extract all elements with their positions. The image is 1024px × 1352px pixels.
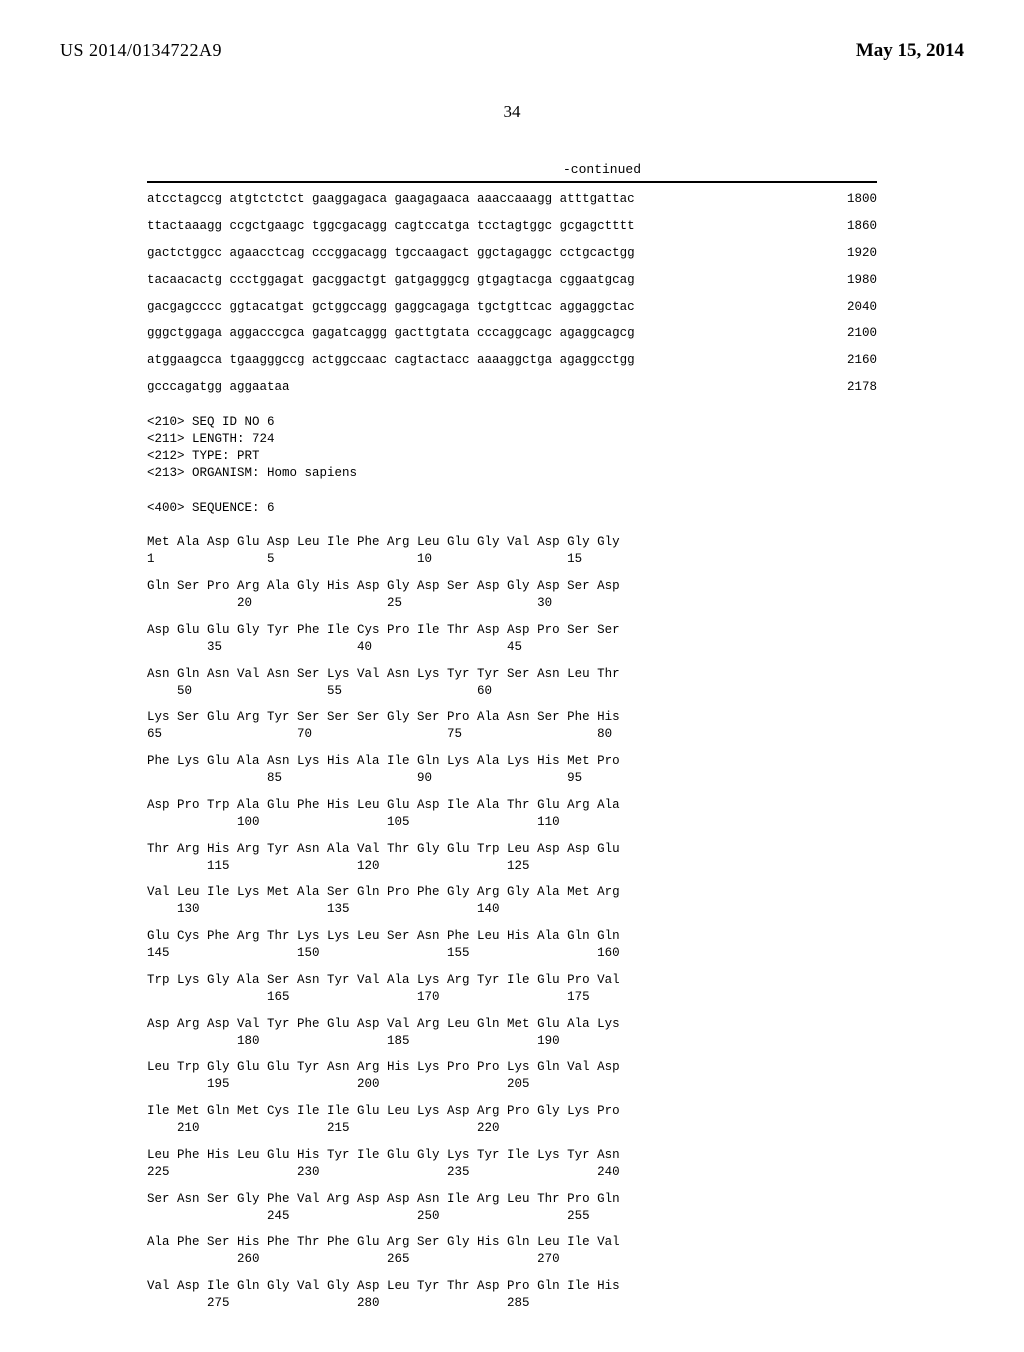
- protein-aa-row: Trp Lys Gly Ala Ser Asn Tyr Val Ala Lys …: [147, 972, 877, 989]
- protein-pos-row: 145 150 155 160: [147, 945, 877, 962]
- protein-pos-row: 165 170 175: [147, 989, 877, 1006]
- protein-aa-row: Ile Met Gln Met Cys Ile Ile Glu Leu Lys …: [147, 1103, 877, 1120]
- protein-aa-row: Asp Glu Glu Gly Tyr Phe Ile Cys Pro Ile …: [147, 622, 877, 639]
- protein-pos-row: 225 230 235 240: [147, 1164, 877, 1181]
- protein-pos-row: 130 135 140: [147, 901, 877, 918]
- nucleotide-pos: 2160: [847, 352, 877, 369]
- nucleotide-seq: tacaacactg ccctggagat gacggactgt gatgagg…: [147, 272, 635, 289]
- protein-aa-row: Asp Pro Trp Ala Glu Phe His Leu Glu Asp …: [147, 797, 877, 814]
- nucleotide-row: atggaagcca tgaagggccg actggccaac cagtact…: [147, 352, 877, 369]
- protein-pos-row: 100 105 110: [147, 814, 877, 831]
- nucleotide-seq: atggaagcca tgaagggccg actggccaac cagtact…: [147, 352, 635, 369]
- nucleotide-row: gactctggcc agaacctcag cccggacagg tgccaag…: [147, 245, 877, 262]
- protein-aa-row: Val Leu Ile Lys Met Ala Ser Gln Pro Phe …: [147, 884, 877, 901]
- protein-pos-row: 180 185 190: [147, 1033, 877, 1050]
- protein-aa-row: Phe Lys Glu Ala Asn Lys His Ala Ile Gln …: [147, 753, 877, 770]
- nucleotide-pos: 2178: [847, 379, 877, 396]
- protein-aa-row: Thr Arg His Arg Tyr Asn Ala Val Thr Gly …: [147, 841, 877, 858]
- nucleotide-seq: gcccagatgg aggaataa: [147, 379, 290, 396]
- protein-pos-row: 20 25 30: [147, 595, 877, 612]
- sequence-listing: atcctagccg atgtctctct gaaggagaca gaagaga…: [147, 181, 877, 1312]
- nucleotide-pos: 1980: [847, 272, 877, 289]
- protein-aa-row: Leu Trp Gly Glu Glu Tyr Asn Arg His Lys …: [147, 1059, 877, 1076]
- nucleotide-row: gcccagatgg aggaataa 2178: [147, 379, 877, 396]
- sequence-header: <210> SEQ ID NO 6<211> LENGTH: 724<212> …: [147, 414, 877, 482]
- protein-aa-row: Met Ala Asp Glu Asp Leu Ile Phe Arg Leu …: [147, 534, 877, 551]
- seq-header-line: <213> ORGANISM: Homo sapiens: [147, 465, 877, 482]
- nucleotide-seq: atcctagccg atgtctctct gaaggagaca gaagaga…: [147, 191, 635, 208]
- protein-pos-row: 1 5 10 15: [147, 551, 877, 568]
- protein-aa-row: Glu Cys Phe Arg Thr Lys Lys Leu Ser Asn …: [147, 928, 877, 945]
- nucleotide-seq: gactctggcc agaacctcag cccggacagg tgccaag…: [147, 245, 635, 262]
- protein-pos-row: 85 90 95: [147, 770, 877, 787]
- nucleotide-seq: ttactaaagg ccgctgaagc tggcgacagg cagtcca…: [147, 218, 635, 235]
- nucleotide-pos: 2040: [847, 299, 877, 316]
- protein-pos-row: 275 280 285: [147, 1295, 877, 1312]
- page-header: US 2014/0134722A9 May 15, 2014: [60, 40, 964, 62]
- nucleotide-row: gacgagcccc ggtacatgat gctggccagg gaggcag…: [147, 299, 877, 316]
- page-number: 34: [60, 102, 964, 122]
- nucleotide-pos: 1920: [847, 245, 877, 262]
- protein-pos-row: 35 40 45: [147, 639, 877, 656]
- protein-pos-row: 245 250 255: [147, 1208, 877, 1225]
- protein-pos-row: 65 70 75 80: [147, 726, 877, 743]
- seq-header-line: <212> TYPE: PRT: [147, 448, 877, 465]
- nucleotide-pos: 1800: [847, 191, 877, 208]
- nucleotide-pos: 2100: [847, 325, 877, 342]
- protein-aa-row: Gln Ser Pro Arg Ala Gly His Asp Gly Asp …: [147, 578, 877, 595]
- protein-aa-row: Leu Phe His Leu Glu His Tyr Ile Glu Gly …: [147, 1147, 877, 1164]
- protein-sequence: Met Ala Asp Glu Asp Leu Ile Phe Arg Leu …: [147, 534, 877, 1312]
- protein-aa-row: Asn Gln Asn Val Asn Ser Lys Val Asn Lys …: [147, 666, 877, 683]
- protein-aa-row: Val Asp Ile Gln Gly Val Gly Asp Leu Tyr …: [147, 1278, 877, 1295]
- protein-pos-row: 50 55 60: [147, 683, 877, 700]
- publication-date: May 15, 2014: [856, 40, 964, 62]
- nucleotide-row: atcctagccg atgtctctct gaaggagaca gaagaga…: [147, 191, 877, 208]
- publication-number: US 2014/0134722A9: [60, 40, 222, 61]
- protein-pos-row: 115 120 125: [147, 858, 877, 875]
- nucleotide-seq: gggctggaga aggacccgca gagatcaggg gacttgt…: [147, 325, 635, 342]
- nucleotide-row: ttactaaagg ccgctgaagc tggcgacagg cagtcca…: [147, 218, 877, 235]
- protein-pos-row: 210 215 220: [147, 1120, 877, 1137]
- protein-aa-row: Ala Phe Ser His Phe Thr Phe Glu Arg Ser …: [147, 1234, 877, 1251]
- nucleotide-row: gggctggaga aggacccgca gagatcaggg gacttgt…: [147, 325, 877, 342]
- nucleotide-sequence: atcctagccg atgtctctct gaaggagaca gaagaga…: [147, 191, 877, 396]
- protein-aa-row: Asp Arg Asp Val Tyr Phe Glu Asp Val Arg …: [147, 1016, 877, 1033]
- protein-aa-row: Ser Asn Ser Gly Phe Val Arg Asp Asp Asn …: [147, 1191, 877, 1208]
- seq-header-line: <211> LENGTH: 724: [147, 431, 877, 448]
- nucleotide-row: tacaacactg ccctggagat gacggactgt gatgagg…: [147, 272, 877, 289]
- protein-pos-row: 260 265 270: [147, 1251, 877, 1268]
- seq-header-line: <210> SEQ ID NO 6: [147, 414, 877, 431]
- protein-pos-row: 195 200 205: [147, 1076, 877, 1093]
- protein-aa-row: Lys Ser Glu Arg Tyr Ser Ser Ser Gly Ser …: [147, 709, 877, 726]
- continued-label: -continued: [240, 162, 964, 177]
- nucleotide-seq: gacgagcccc ggtacatgat gctggccagg gaggcag…: [147, 299, 635, 316]
- sequence-marker: <400> SEQUENCE: 6: [147, 500, 877, 517]
- nucleotide-pos: 1860: [847, 218, 877, 235]
